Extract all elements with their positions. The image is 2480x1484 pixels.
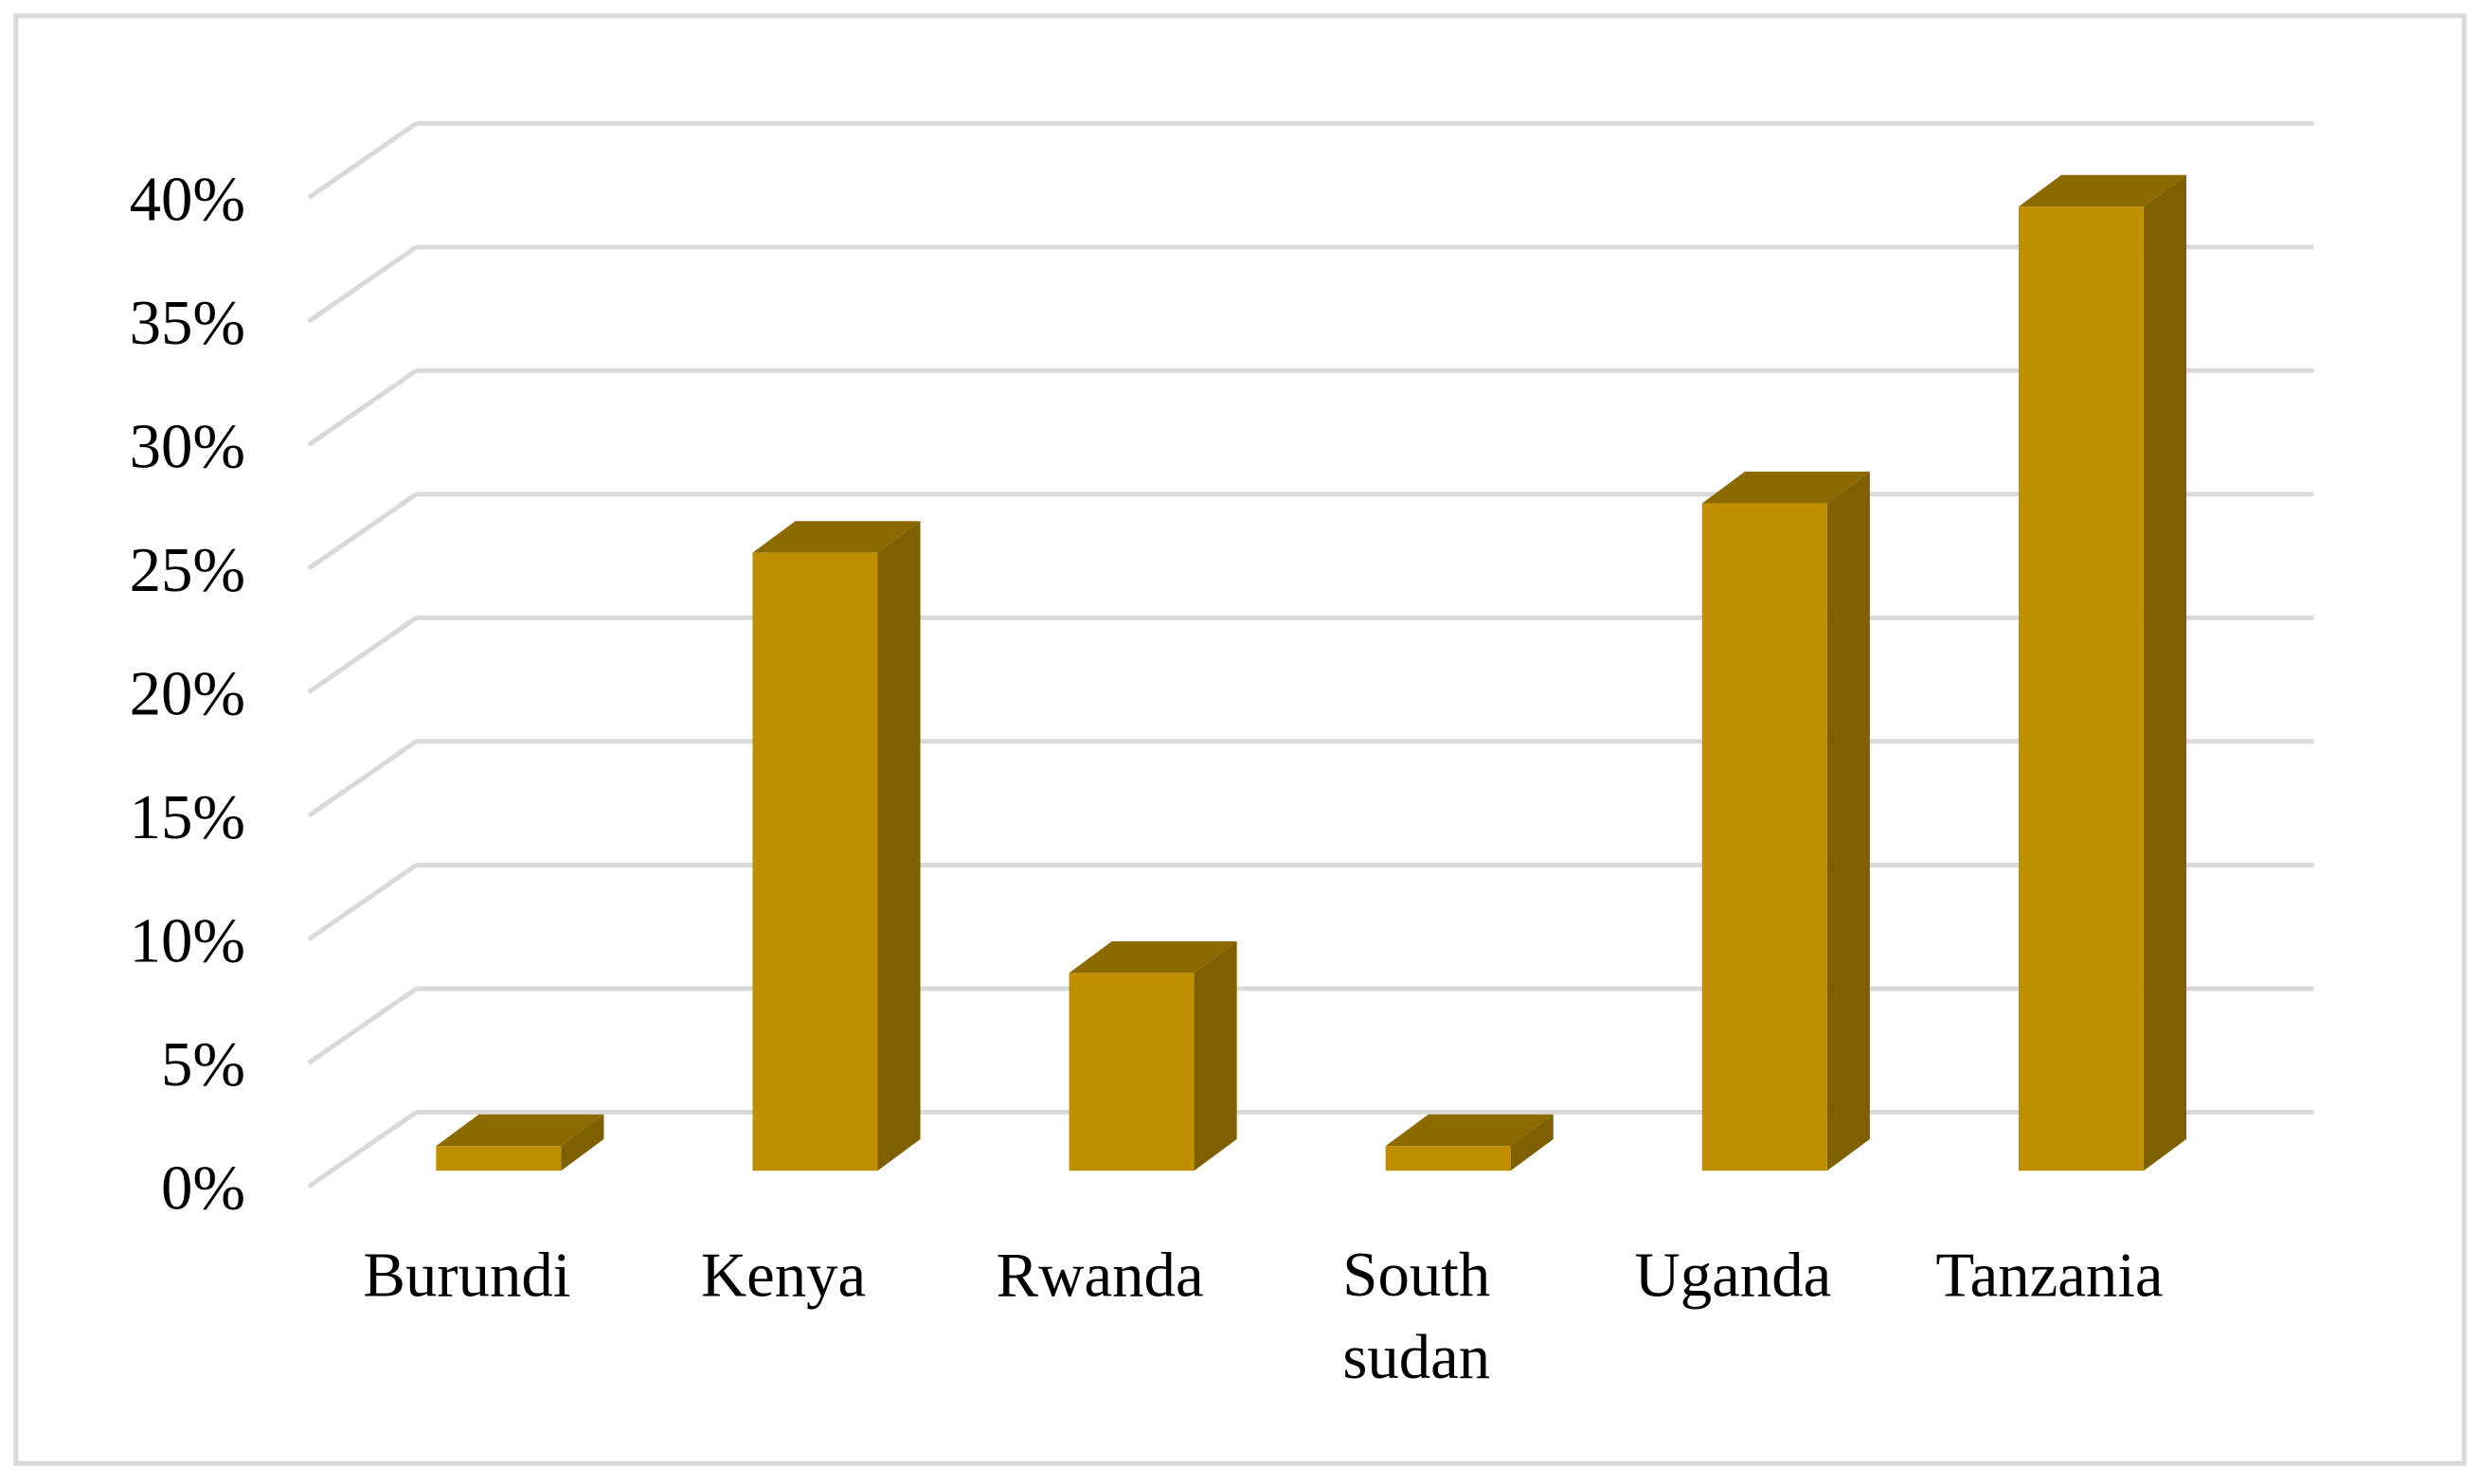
bar-top xyxy=(2018,174,2187,207)
grid-line-side xyxy=(307,121,418,200)
x-tick-label: Rwanda xyxy=(997,1240,1204,1310)
bar xyxy=(1701,503,1827,1171)
grid-line-side xyxy=(307,1110,418,1189)
bar xyxy=(752,552,878,1171)
x-tick-label: Tanzania xyxy=(1935,1240,2163,1310)
y-tick-label: 0% xyxy=(161,1153,245,1224)
x-tick-label: Uganda xyxy=(1634,1240,1831,1310)
y-tick-label: 40% xyxy=(130,165,245,235)
grid-line-side xyxy=(307,368,418,447)
y-tick-label: 5% xyxy=(161,1029,245,1100)
grid-line-side xyxy=(307,863,418,941)
grid-line-side xyxy=(307,986,418,1065)
bar-top xyxy=(1069,940,1237,974)
x-tick-label-line: sudan xyxy=(1342,1322,1490,1392)
bar-top xyxy=(752,521,921,553)
bar xyxy=(1385,1146,1511,1171)
y-tick-label: 25% xyxy=(130,535,245,605)
y-tick-label: 20% xyxy=(130,659,245,729)
y-tick-label: 30% xyxy=(130,412,245,482)
bar xyxy=(1069,973,1195,1171)
grid-line-side xyxy=(307,244,418,324)
x-tick-label: Kenya xyxy=(701,1240,866,1310)
bar-top xyxy=(1385,1114,1554,1147)
grid-line-side xyxy=(307,739,418,818)
y-tick-label: 15% xyxy=(130,782,245,852)
bar-side xyxy=(561,1114,604,1171)
x-tick-label: South sudan xyxy=(1342,1240,1490,1392)
bar-side xyxy=(1194,940,1237,1171)
bar-top xyxy=(1701,472,1870,504)
bar-side xyxy=(1826,472,1870,1171)
bar-side xyxy=(877,521,921,1171)
bar-top xyxy=(436,1114,604,1147)
x-tick-label: Burundi xyxy=(363,1240,570,1310)
grid-line-side xyxy=(307,492,418,571)
x-tick-label-line: South xyxy=(1342,1240,1490,1310)
bar xyxy=(436,1146,562,1171)
y-tick-label: 10% xyxy=(130,906,245,976)
bar-side xyxy=(1510,1114,1554,1171)
bar-side xyxy=(2143,174,2187,1171)
bar xyxy=(2018,206,2144,1171)
grid-line-side xyxy=(307,616,418,694)
y-tick-label: 35% xyxy=(130,288,245,358)
